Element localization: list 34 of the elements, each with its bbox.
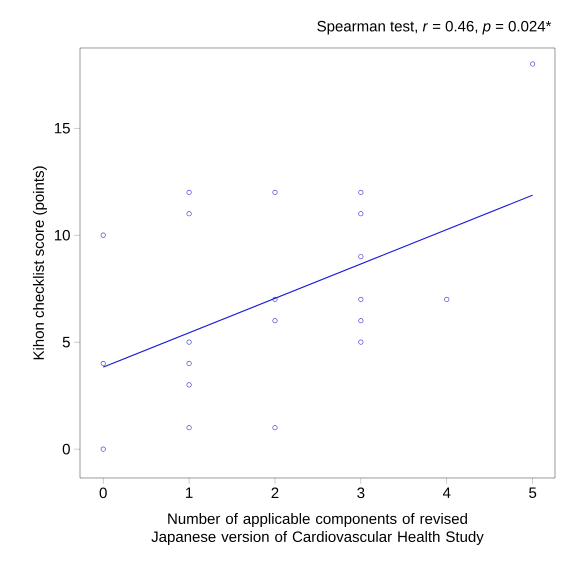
point [358,211,364,216]
x-tick-label: 4 [442,488,451,498]
point [358,254,364,260]
point [186,211,192,216]
point [186,425,192,430]
point [186,190,192,195]
x-axis-title: Number of applicable components of revised Japanese version of Cardiovascular Health Study [151,513,484,545]
point [100,446,106,452]
y-tick-label: 10 [54,230,70,240]
x-tick-label: 5 [529,488,536,498]
point [444,296,450,302]
point [358,340,364,345]
point [100,232,106,238]
y-axis-title: Kihon checklist score (points) [32,166,47,360]
chart-title: Spearman test, r = 0.46, p = 0.024* [317,20,552,34]
point [272,318,278,324]
x-tick-label: 3 [357,488,364,498]
point [272,296,278,302]
point [186,361,192,366]
point [272,190,278,195]
y-tick-label: 0 [62,444,70,454]
point [100,361,106,366]
point [358,190,364,195]
point [186,382,192,388]
x-tick-label: 0 [100,488,107,498]
point [186,340,192,345]
x-tick-label: 1 [186,488,193,498]
point [358,296,364,302]
y-tick-label: 5 [62,336,70,348]
point [272,425,278,430]
y-tick-label: 15 [54,122,70,134]
point [358,318,364,324]
point [530,62,536,67]
x-tick-label: 2 [272,488,278,498]
